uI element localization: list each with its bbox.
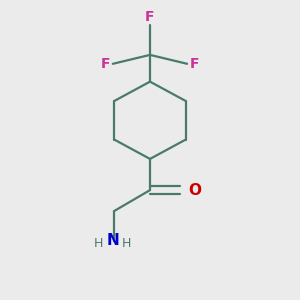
Text: H: H [94, 237, 104, 250]
Text: N: N [106, 233, 119, 248]
Text: O: O [189, 183, 202, 198]
Text: F: F [100, 57, 110, 71]
Text: F: F [145, 10, 155, 24]
Text: H: H [122, 237, 131, 250]
Text: F: F [190, 57, 200, 71]
